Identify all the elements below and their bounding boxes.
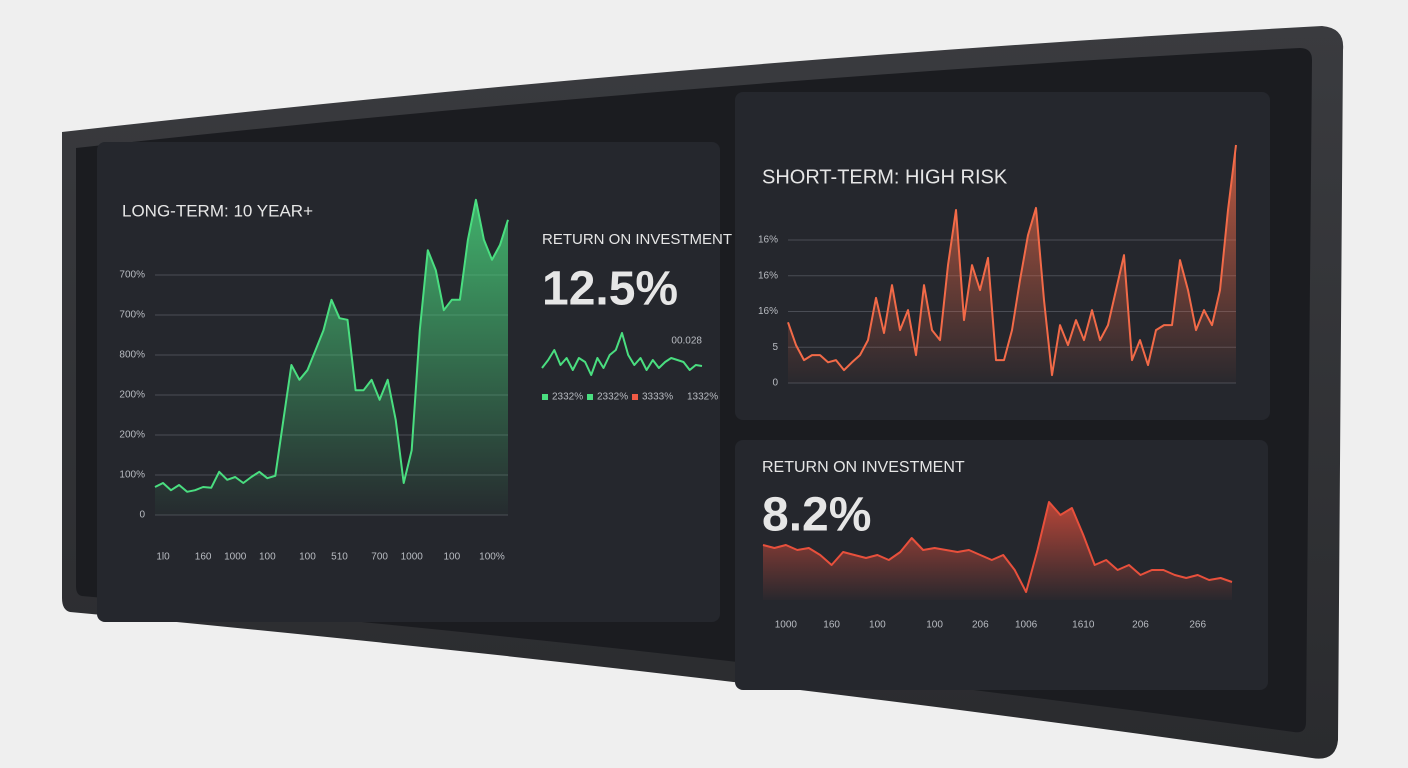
chart-title: RETURN ON INVESTMENT <box>542 231 732 248</box>
legend-label: 3333% <box>642 392 673 403</box>
x-tick-label: 1006 <box>1015 620 1038 631</box>
x-tick-label: 510 <box>331 552 348 563</box>
legend-label: 2332% <box>597 392 628 403</box>
y-tick-label: 700% <box>119 310 145 321</box>
data-line <box>154 198 509 493</box>
legend-label: 1332% <box>687 392 718 403</box>
annotation: 00.028 <box>671 336 702 347</box>
area-fill <box>763 502 1232 600</box>
legend-swatch <box>587 394 593 400</box>
x-tick-label: 1000 <box>775 620 798 631</box>
x-tick-label: 1610 <box>1072 620 1095 631</box>
x-tick-label: 266 <box>1189 620 1206 631</box>
x-tick-label: 100 <box>259 552 276 563</box>
x-tick-label: 100% <box>479 552 505 563</box>
y-tick-label: 16% <box>758 235 778 246</box>
chart-title: LONG-TERM: 10 YEAR+ <box>122 201 313 220</box>
y-tick-label: 0 <box>772 378 778 389</box>
x-tick-label: 1000 <box>401 552 424 563</box>
x-tick-label: 1l0 <box>156 552 170 563</box>
area-fill <box>788 145 1236 383</box>
data-line <box>762 501 1233 593</box>
x-tick-label: 160 <box>823 620 840 631</box>
y-tick-label: 100% <box>119 470 145 481</box>
y-tick-label: 200% <box>119 390 145 401</box>
kpi-value: 12.5% <box>542 263 678 316</box>
x-tick-label: 160 <box>195 552 212 563</box>
y-tick-label: 0 <box>139 510 145 521</box>
x-tick-label: 100 <box>926 620 943 631</box>
data-line <box>541 332 703 376</box>
x-tick-label: 1000 <box>224 552 247 563</box>
legend-swatch <box>542 394 548 400</box>
x-tick-label: 100 <box>299 552 316 563</box>
y-tick-label: 700% <box>119 270 145 281</box>
kpi-value: 8.2% <box>762 489 871 542</box>
legend-label: 2332% <box>552 392 583 403</box>
x-tick-label: 206 <box>972 620 989 631</box>
data-line <box>787 144 1237 377</box>
y-tick-label: 16% <box>758 306 778 317</box>
y-tick-label: 5 <box>772 342 778 353</box>
x-tick-label: 700 <box>371 552 388 563</box>
y-tick-label: 200% <box>119 430 145 441</box>
x-tick-label: 100 <box>869 620 886 631</box>
legend-swatch <box>632 394 638 400</box>
y-tick-label: 800% <box>119 350 145 361</box>
x-tick-label: 206 <box>1132 620 1149 631</box>
charts: LONG-TERM: 10 YEAR+ 0 100% 200% 200% 800% 700%… <box>119 144 1237 631</box>
x-tick-label: 100 <box>443 552 460 563</box>
area-fill <box>155 199 508 516</box>
chart-title: SHORT-TERM: HIGH RISK <box>762 166 1008 188</box>
y-tick-label: 16% <box>758 270 778 281</box>
chart-title: RETURN ON INVESTMENT <box>762 459 965 476</box>
